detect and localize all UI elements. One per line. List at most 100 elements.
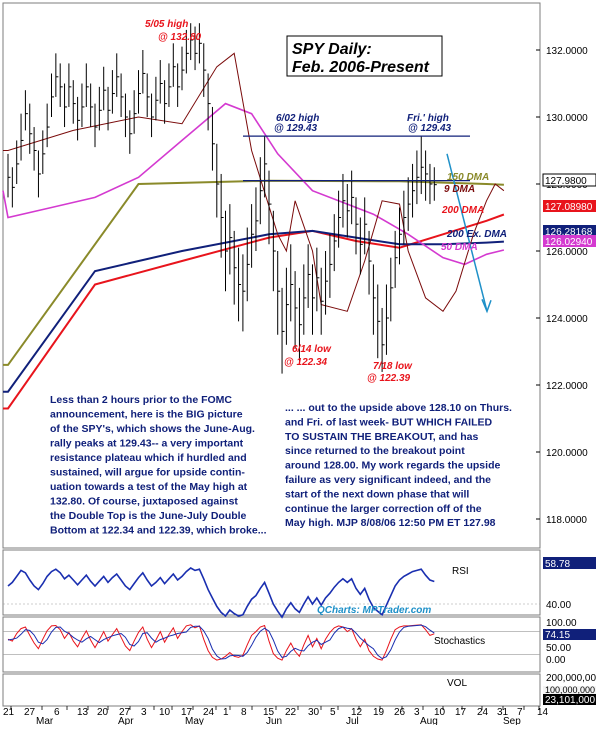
ma-label: 200 Ex. DMA [446, 229, 507, 240]
price-bar [359, 217, 363, 275]
last-value-label: 127.08980 [545, 202, 593, 213]
price-bar [20, 113, 24, 161]
price-bar [72, 80, 76, 124]
ma-label: 9 DMA [444, 184, 475, 195]
price-annotation: @ 129.43 [408, 123, 452, 134]
x-day-label: 12 [351, 707, 363, 718]
price-bar [372, 264, 376, 335]
price-bar [24, 90, 28, 131]
price-tick-label: 120.0000 [546, 448, 588, 459]
price-bar [216, 143, 220, 218]
x-day-label: 15 [263, 707, 275, 718]
commentary-right-line: and Fri. of last week- BUT WHICH FAILED [285, 416, 493, 428]
price-bar [298, 287, 302, 362]
commentary-left-line: uation towards a test of the May high at [50, 481, 248, 493]
price-bar [133, 90, 137, 134]
x-day-label: 27 [119, 707, 131, 718]
price-bar [90, 83, 94, 128]
price-bar [307, 244, 311, 308]
title-box [286, 35, 443, 77]
commentary-right-line: continue the larger correction off of th… [285, 503, 482, 515]
x-day-label: 24 [477, 707, 489, 718]
price-bar [251, 204, 255, 268]
price-bar [277, 251, 281, 335]
last-value-box [543, 200, 596, 212]
stochastics-label: Stochastics [434, 636, 485, 647]
price-bar [420, 136, 424, 195]
price-bar [203, 43, 207, 97]
x-day-label: 13 [77, 707, 89, 718]
commentary-left-line: rally peaks at 129.43-- a very important [50, 438, 244, 450]
x-day-label: 6 [54, 707, 60, 718]
commentary-left-line: announcement, here is the BIG picture [50, 409, 243, 421]
x-day-label: 10 [434, 707, 446, 718]
price-bar [433, 167, 437, 201]
x-day-label: 27 [24, 707, 36, 718]
commentary-left-line: Bottom at 122.34 and 122.39, which broke… [50, 525, 267, 537]
price-annotation: 5/05 high [145, 19, 188, 30]
rsi-panel-frame [2, 549, 541, 616]
ma-line-dma50 [2, 102, 505, 266]
price-annotation: @ 132.80 [158, 32, 202, 43]
price-bar [329, 234, 333, 298]
x-month-label: Jun [266, 716, 282, 725]
price-bar [394, 230, 398, 288]
price-bar [407, 177, 411, 231]
price-bar [81, 83, 85, 128]
price-bar [129, 110, 133, 154]
volume-tick-label: 200,000,000 [546, 673, 596, 684]
projection-arrow-head [481, 299, 492, 314]
commentary-left-line: 132.80. Of course, juxtaposed against [50, 496, 238, 508]
rsi-last-value: 58.78 [545, 559, 570, 570]
price-bar [238, 247, 242, 322]
price-bar [333, 214, 337, 272]
price-bar [55, 53, 59, 97]
price-bar [246, 227, 250, 302]
price-annotation: Fri.' high [407, 113, 449, 124]
price-bar [59, 63, 63, 107]
price-bar [211, 106, 215, 171]
x-day-label: 5 [330, 707, 336, 718]
price-bar [116, 53, 120, 97]
price-bar [346, 184, 350, 238]
price-bar [85, 63, 89, 107]
volume-label: VOL [447, 678, 467, 689]
price-bar [220, 173, 224, 258]
price-bar [294, 271, 298, 349]
price-bar [146, 73, 150, 117]
price-bar [290, 244, 294, 322]
stoch-tick-label: 50.00 [546, 643, 571, 654]
price-bar [312, 264, 315, 335]
commentary-left-line: of the SPY's, which shows the June-Aug. [50, 423, 255, 435]
price-bar [185, 29, 189, 74]
x-day-label: 17 [455, 707, 467, 718]
ma-label: 200 DMA [441, 205, 484, 216]
rsi-line [7, 567, 435, 619]
price-bar [229, 204, 233, 275]
last-value-label: 126.02940 [545, 237, 593, 248]
x-day-label: 21 [3, 707, 15, 718]
price-bar [281, 287, 285, 374]
price-bar [7, 153, 11, 198]
price-bar [429, 163, 433, 205]
price-bar [98, 86, 102, 131]
price-bar [159, 60, 163, 104]
price-bar [111, 70, 115, 114]
price-bar [29, 103, 33, 154]
price-bar [259, 157, 263, 225]
price-tick-label: 118.0000 [546, 515, 587, 526]
price-bar [320, 267, 324, 335]
volume-last-value: 23,101,000 [545, 695, 595, 706]
price-bar [120, 73, 124, 117]
volume-last-value-box [543, 694, 596, 705]
price-bar [46, 103, 50, 148]
commentary-right-line: ... ... out to the upside above 128.10 o… [285, 402, 512, 414]
price-bar [399, 207, 402, 265]
rsi-tick-label: 40.00 [546, 600, 571, 611]
price-bar [37, 150, 41, 198]
commentary-right-line: start of the next down phase that will [285, 488, 469, 500]
ma-line-ema200 [3, 229, 504, 393]
price-bar [16, 140, 20, 184]
price-annotation: @ 129.43 [274, 123, 318, 134]
price-bar [233, 230, 237, 305]
